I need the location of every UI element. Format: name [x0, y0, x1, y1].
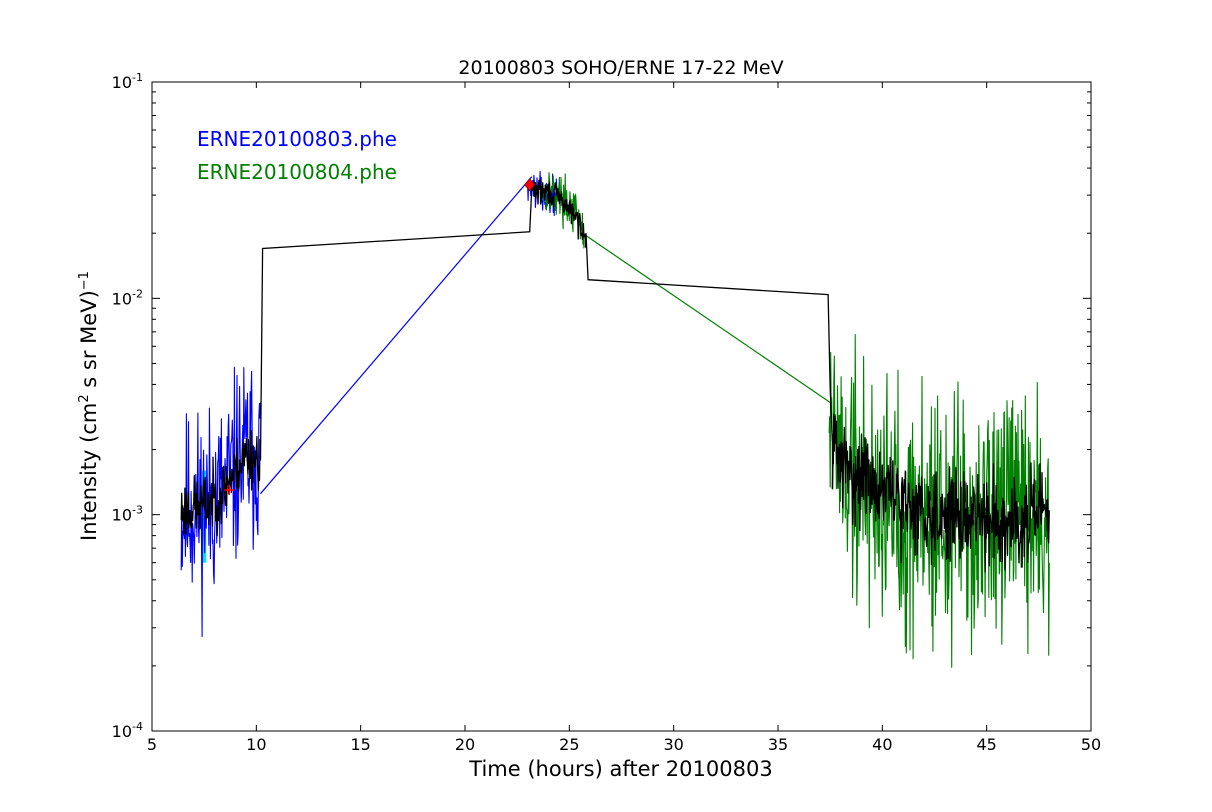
x-tick-label: 5 — [147, 735, 157, 754]
x-tick-label: 35 — [768, 735, 788, 754]
y-axis-ticks: 10-4 10-3 10-2 10-1 — [112, 71, 1091, 741]
y-tick-label: 10-4 — [112, 720, 143, 741]
y-axis-label-sup2: −1 — [77, 271, 92, 290]
marker-diamond — [524, 178, 536, 192]
legend-entry-2: ERNE20100804.phe — [197, 160, 397, 184]
series-2-connector — [585, 235, 831, 403]
y-tick-label: 10-1 — [112, 71, 143, 92]
smoothed-step-line-1 — [259, 187, 533, 460]
chart-title: 20100803 SOHO/ERNE 17-22 MeV — [458, 57, 783, 79]
marker-plus — [224, 485, 235, 496]
x-tick-label: 30 — [663, 735, 683, 754]
x-axis-ticks: 5 10 15 20 25 30 35 40 45 50 — [147, 82, 1101, 754]
series-1-segment-1 — [180, 366, 262, 638]
y-tick-label: 10-3 — [112, 504, 143, 525]
x-tick-label: 20 — [455, 735, 475, 754]
x-tick-label: 40 — [872, 735, 892, 754]
x-tick-label: 15 — [350, 735, 370, 754]
axes-frame — [151, 81, 1092, 732]
legend-entry-1: ERNE20100803.phe — [197, 127, 397, 151]
y-axis-label-mid: s sr MeV) — [77, 290, 101, 394]
y-axis-label-base: Intensity (cm — [77, 403, 101, 541]
y-axis-label: Intensity (cm2 s sr MeV)−1 — [77, 271, 101, 541]
x-tick-label: 45 — [976, 735, 996, 754]
y-tick-label: 10-2 — [112, 287, 143, 308]
x-tick-label: 50 — [1081, 735, 1101, 754]
x-tick-label: 25 — [559, 735, 579, 754]
plot-area — [180, 170, 1050, 668]
x-tick-label: 10 — [246, 735, 266, 754]
smoothed-step-line-2 — [585, 233, 833, 441]
x-axis-label: Time (hours) after 20100803 — [468, 757, 772, 781]
smoothed-segment-1 — [180, 430, 262, 537]
y-axis-label-sup1: 2 — [77, 394, 92, 402]
series-1-connector — [260, 176, 533, 495]
smoothed-segment-3 — [831, 413, 1050, 573]
smoothed-segment-2 — [531, 179, 587, 248]
